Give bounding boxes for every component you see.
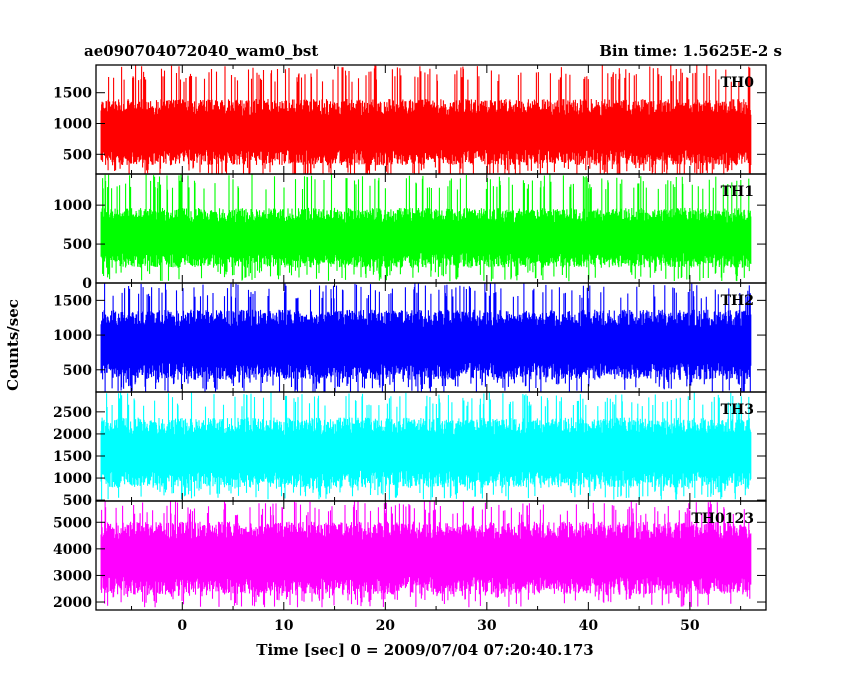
panel-label-th2: TH2 xyxy=(721,293,754,309)
panel-th3: 500 1000 1500 2000 2500 TH3 xyxy=(53,392,766,509)
x-axis: 0 10 20 30 40 50 xyxy=(177,618,699,634)
y-tick-label: 1500 xyxy=(53,293,92,309)
x-tick-label: 10 xyxy=(274,618,294,634)
y-tick-label: 500 xyxy=(63,237,92,253)
panel-label-th1: TH1 xyxy=(721,184,754,200)
x-tick-label: 40 xyxy=(579,618,599,634)
y-tick-label: 2000 xyxy=(53,427,92,443)
y-tick-label: 1000 xyxy=(53,117,92,133)
chart-frame xyxy=(95,64,767,611)
y-tick-label: 500 xyxy=(63,363,92,379)
y-tick-label: 3000 xyxy=(53,568,92,584)
y-tick-label: 500 xyxy=(63,493,92,509)
y-tick-label: 1000 xyxy=(53,198,92,214)
y-tick-label: 2500 xyxy=(53,405,92,421)
bin-time-label: Bin time: 1.5625E-2 s xyxy=(599,42,782,60)
series-th0123 xyxy=(100,501,752,608)
series-th1 xyxy=(100,174,752,282)
y-tick-label: 4000 xyxy=(53,542,92,558)
y-tick-label: 1500 xyxy=(53,86,92,102)
chart-title: ae090704072040_wam0_bst xyxy=(84,42,319,60)
panel-label-th0: TH0 xyxy=(721,75,755,91)
y-tick-label: 1000 xyxy=(53,328,92,344)
y-tick-label: 1000 xyxy=(53,471,92,487)
x-tick-label: 20 xyxy=(376,618,396,634)
y-tick-label: 2000 xyxy=(53,595,92,611)
x-tick-label: 50 xyxy=(680,618,700,634)
panel-label-th0123: TH0123 xyxy=(691,511,754,527)
series-th3 xyxy=(100,392,752,500)
y-tick-label: 1500 xyxy=(53,449,92,465)
y-tick-label: 500 xyxy=(63,147,92,163)
panel-label-th3: TH3 xyxy=(721,402,754,418)
x-tick-label: 30 xyxy=(477,618,497,634)
panel-th0: 500 1000 1500 TH0 xyxy=(53,65,766,174)
panel-th2: 500 1000 1500 TH2 xyxy=(53,283,766,392)
panel-th0123: 2000 3000 4000 5000 TH0123 xyxy=(53,501,766,611)
series-th2 xyxy=(100,283,752,392)
panel-frame-th0123 xyxy=(95,500,767,611)
y-axis-label: Counts/sec xyxy=(4,299,22,391)
x-tick-label: 0 xyxy=(177,618,187,634)
y-tick-label: 0 xyxy=(82,276,92,292)
panel-th1: 0 500 1000 TH1 xyxy=(53,174,766,292)
y-tick-label: 5000 xyxy=(53,515,92,531)
series-th0 xyxy=(100,65,752,174)
x-axis-label: Time [sec] 0 = 2009/07/04 07:20:40.173 xyxy=(256,641,593,659)
